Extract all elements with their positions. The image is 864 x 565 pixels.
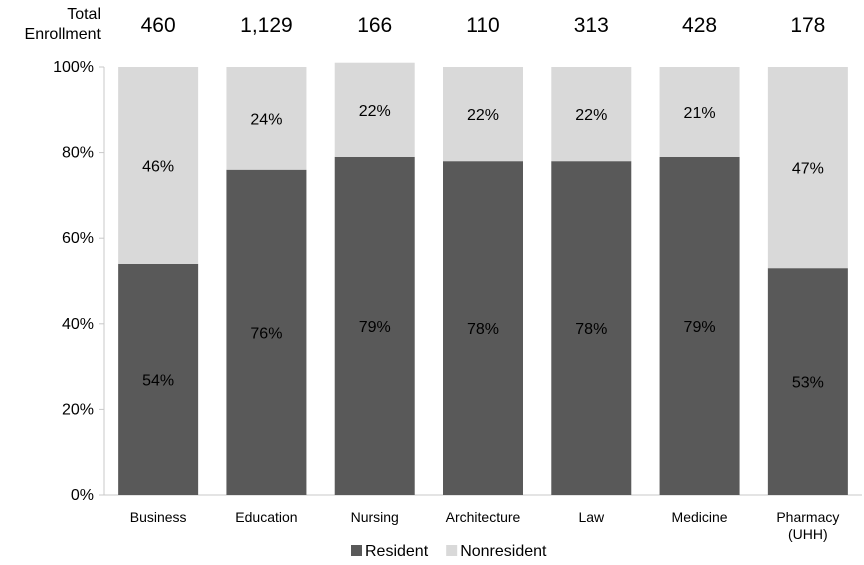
total-enrollment-value: 1,129 [240, 14, 293, 37]
x-axis-labels: Business Education Nursing Architecture Law M… [130, 509, 840, 542]
total-enrollment-label: Enrollment [25, 26, 102, 43]
x-tick-label: Medicine [672, 509, 728, 525]
bar-segment-nonresident [659, 67, 740, 157]
y-tick-label: 100% [53, 59, 94, 76]
bar-segment-nonresident [767, 67, 848, 269]
x-tick-label: Business [130, 509, 187, 525]
legend: Resident Nonresident [351, 543, 547, 560]
data-label-resident: 76% [250, 325, 282, 342]
legend-label-resident: Resident [365, 543, 429, 560]
legend-label-nonresident: Nonresident [460, 543, 547, 560]
x-tick-label: Pharmacy [776, 509, 839, 525]
bar-segment-resident [551, 161, 632, 495]
y-tick-label: 80% [62, 145, 94, 162]
data-label-nonresident: 22% [359, 103, 391, 120]
data-label-nonresident: 46% [142, 158, 174, 175]
bar-segment-resident [118, 263, 199, 495]
total-enrollment-label: Total [67, 6, 101, 23]
x-tick-label: Nursing [351, 509, 399, 525]
bar-segment-nonresident [118, 67, 199, 264]
data-label-resident: 53% [792, 375, 824, 392]
total-enrollment-value: 313 [574, 14, 609, 37]
data-label-nonresident: 22% [467, 107, 499, 124]
x-tick-label: Education [235, 509, 297, 525]
x-tick-label: (UHH) [788, 526, 828, 542]
data-label-nonresident: 21% [684, 105, 716, 122]
y-tick-label: 0% [71, 487, 94, 504]
total-enrollment-value: 428 [682, 14, 717, 37]
data-label-resident: 78% [575, 321, 607, 338]
total-enrollment-value: 178 [790, 14, 825, 37]
bar-segment-resident [334, 156, 415, 495]
data-label-nonresident: 47% [792, 161, 824, 178]
bar-segment-resident [767, 268, 848, 495]
x-tick-label: Architecture [446, 509, 521, 525]
bar-segment-nonresident [551, 67, 632, 162]
data-label-resident: 54% [142, 372, 174, 389]
data-label-resident: 78% [467, 321, 499, 338]
data-label-resident: 79% [684, 319, 716, 336]
bar-segment-nonresident [334, 62, 415, 157]
y-tick-label: 60% [62, 230, 94, 247]
bar-segment-resident [226, 169, 307, 495]
data-label-nonresident: 22% [575, 107, 607, 124]
bar-segment-resident [659, 156, 740, 495]
legend-swatch-resident [351, 545, 362, 556]
x-tick-label: Law [578, 509, 605, 525]
total-enrollment-header: Total Enrollment 460 1,129 166 110 313 428 178 [25, 6, 826, 43]
data-label-nonresident: 24% [250, 111, 282, 128]
data-label-resident: 79% [359, 319, 391, 336]
total-enrollment-value: 460 [141, 14, 176, 37]
y-tick-label: 40% [62, 316, 94, 333]
legend-swatch-nonresident [446, 545, 458, 556]
bar-segment-nonresident [226, 67, 307, 170]
total-enrollment-value: 166 [357, 14, 392, 37]
total-enrollment-value: 110 [466, 14, 499, 37]
y-tick-label: 20% [62, 401, 94, 418]
bar-segment-resident [443, 161, 523, 495]
bar-segment-nonresident [443, 67, 523, 162]
bars: 54% 46% 76% 24% 79% 22% 78% 22% 78% 22% 79% 21% 53% 4… [118, 62, 848, 495]
